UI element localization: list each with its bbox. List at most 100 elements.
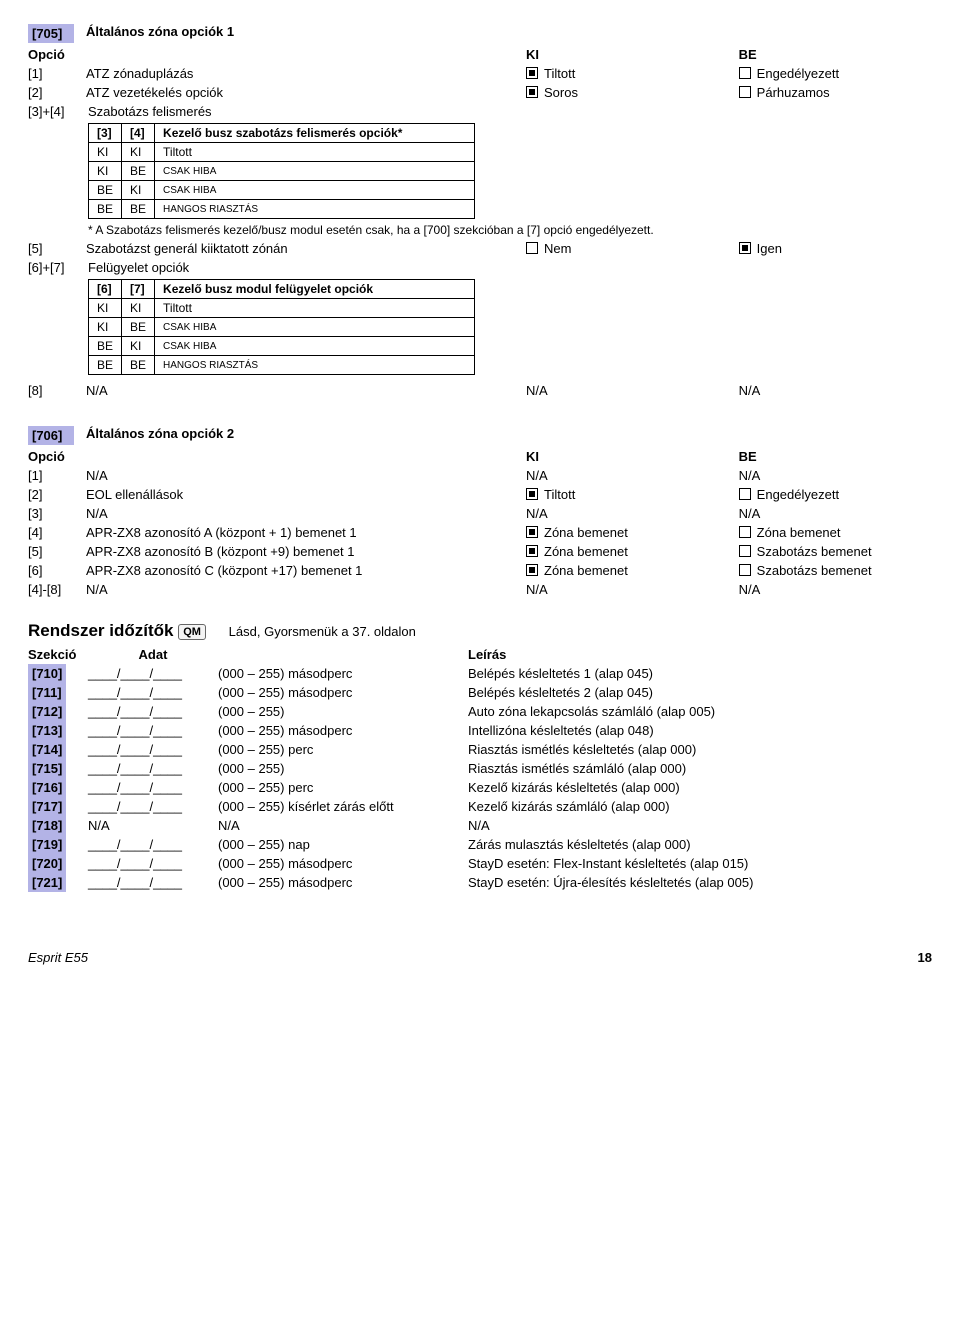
checkbox-icon[interactable]	[526, 67, 538, 79]
hdr-szekcio: Szekció	[28, 647, 88, 662]
td: Tiltott	[155, 299, 475, 318]
timer-unit: (000 – 255)	[218, 761, 468, 776]
checkbox-icon[interactable]	[526, 86, 538, 98]
hdr-opcio: Opció	[28, 47, 86, 62]
s705-row-34: [3]+[4] Szabotázs felismerés	[28, 104, 932, 119]
timer-unit: (000 – 255) másodperc	[218, 856, 468, 871]
timer-adat[interactable]: ____/____/____	[88, 666, 218, 681]
td: KI	[122, 337, 155, 356]
opt-label: N/A	[86, 582, 526, 597]
hdr-ki: KI	[526, 449, 739, 464]
timer-adat[interactable]: ____/____/____	[88, 761, 218, 776]
ki-val: Zóna bemenet	[544, 544, 628, 559]
timer-adat[interactable]: ____/____/____	[88, 780, 218, 795]
ki-val: Tiltott	[544, 487, 575, 502]
timer-desc: StayD esetén: Flex-Instant késleltetés (…	[468, 856, 932, 871]
timer-adat[interactable]: ____/____/____	[88, 837, 218, 852]
checkbox-icon[interactable]	[739, 526, 751, 538]
opt-label: APR-ZX8 azonosító A (központ + 1) bemene…	[86, 525, 526, 540]
timer-adat[interactable]: ____/____/____	[88, 742, 218, 757]
s706-title: Általános zóna opciók 2	[86, 426, 234, 441]
hdr-ki: KI	[526, 47, 739, 62]
timer-code: [715]	[28, 759, 66, 778]
timer-row: [717]____/____/____(000 – 255) kísérlet …	[28, 799, 932, 814]
td: BE	[122, 162, 155, 181]
ki-val: Tiltott	[544, 66, 575, 81]
checkbox-icon[interactable]	[739, 488, 751, 500]
timers-col-headers: Szekció Adat Leírás	[28, 647, 932, 662]
td: KI	[122, 181, 155, 200]
timer-code: [710]	[28, 664, 66, 683]
s705-header: [705] Általános zóna opciók 1	[28, 24, 932, 43]
s705-row-1: [1] ATZ zónaduplázás Tiltott Engedélyeze…	[28, 66, 932, 81]
timer-unit: (000 – 255) másodperc	[218, 666, 468, 681]
opt-id: [1]	[28, 468, 86, 483]
timer-desc: Auto zóna lekapcsolás számláló (alap 005…	[468, 704, 932, 719]
td: KI	[89, 143, 122, 162]
td: CSAK HIBA	[155, 318, 475, 337]
page-footer: Esprit E55 18	[28, 950, 932, 965]
timer-row: [716]____/____/____(000 – 255) percKezel…	[28, 780, 932, 795]
ki-val: Soros	[544, 85, 578, 100]
timer-adat[interactable]: ____/____/____	[88, 723, 218, 738]
timer-unit: N/A	[218, 818, 468, 833]
opt-id: [6]+[7]	[28, 260, 88, 275]
opt-id: [3]+[4]	[28, 104, 88, 119]
checkbox-icon[interactable]	[739, 86, 751, 98]
opt-id: [2]	[28, 85, 86, 100]
ki-val: Nem	[544, 241, 571, 256]
timer-adat[interactable]: N/A	[88, 818, 218, 833]
timer-adat[interactable]: ____/____/____	[88, 856, 218, 871]
s706-row: [5]APR-ZX8 azonosító B (központ +9) beme…	[28, 544, 932, 559]
td: KI	[122, 143, 155, 162]
checkbox-icon[interactable]	[739, 67, 751, 79]
ki-val: N/A	[526, 468, 548, 483]
td: CSAK HIBA	[155, 337, 475, 356]
checkbox-icon[interactable]	[739, 242, 751, 254]
timer-unit: (000 – 255) perc	[218, 780, 468, 795]
timer-code: [720]	[28, 854, 66, 873]
timer-row: [721] ____/____/____(000 – 255) másodperc…	[28, 875, 932, 890]
timers-title-text: Rendszer időzítők	[28, 621, 173, 640]
hdr-opcio: Opció	[28, 449, 86, 464]
checkbox-icon[interactable]	[526, 242, 538, 254]
timer-unit: (000 – 255)	[218, 704, 468, 719]
timer-unit: (000 – 255) másodperc	[218, 875, 468, 890]
opt-id: [3]	[28, 506, 86, 521]
s706-row: [1]N/AN/AN/A	[28, 468, 932, 483]
timer-code: [721]	[28, 873, 66, 892]
timer-adat[interactable]: ____/____/____	[88, 704, 218, 719]
opt-label: ATZ zónaduplázás	[86, 66, 526, 81]
checkbox-icon[interactable]	[526, 564, 538, 576]
timer-desc: StayD esetén: Újra-élesítés késleltetés …	[468, 875, 932, 890]
be-val: Szabotázs bemenet	[757, 563, 872, 578]
timer-unit: (000 – 255) perc	[218, 742, 468, 757]
qm-icon: QM	[178, 624, 206, 640]
timer-code: [712]	[28, 702, 66, 721]
td: BE	[89, 356, 122, 375]
checkbox-icon[interactable]	[526, 488, 538, 500]
timers-title: Rendszer időzítők QM Lásd, Gyorsmenük a …	[28, 621, 932, 641]
s705-row-5: [5] Szabotázst generál kiiktatott zónán …	[28, 241, 932, 256]
checkbox-icon[interactable]	[526, 526, 538, 538]
opt-label: APR-ZX8 azonosító C (központ +17) bemene…	[86, 563, 526, 578]
s706-row: [4]APR-ZX8 azonosító A (központ + 1) bem…	[28, 525, 932, 540]
checkbox-icon[interactable]	[739, 564, 751, 576]
opt-label: Felügyelet opciók	[88, 260, 528, 275]
be-val: Szabotázs bemenet	[757, 544, 872, 559]
timer-adat[interactable]: ____/____/____	[88, 799, 218, 814]
be-val: Igen	[757, 241, 782, 256]
td: Tiltott	[155, 143, 475, 162]
checkbox-icon[interactable]	[739, 545, 751, 557]
timer-adat[interactable]: ____/____/____	[88, 685, 218, 700]
timer-row: [710] ____/____/____(000 – 255) másodperc…	[28, 666, 932, 681]
s706-row: [4]-[8]N/AN/AN/A	[28, 582, 932, 597]
timers-hint: Lásd, Gyorsmenük a 37. oldalon	[229, 624, 416, 639]
s706-col-headers: Opció KI BE	[28, 449, 932, 464]
opt-id: [1]	[28, 66, 86, 81]
s706-row: [6]APR-ZX8 azonosító C (központ +17) bem…	[28, 563, 932, 578]
timer-unit: (000 – 255) nap	[218, 837, 468, 852]
th: [6]	[89, 280, 122, 299]
checkbox-icon[interactable]	[526, 545, 538, 557]
timer-adat[interactable]: ____/____/____	[88, 875, 218, 890]
